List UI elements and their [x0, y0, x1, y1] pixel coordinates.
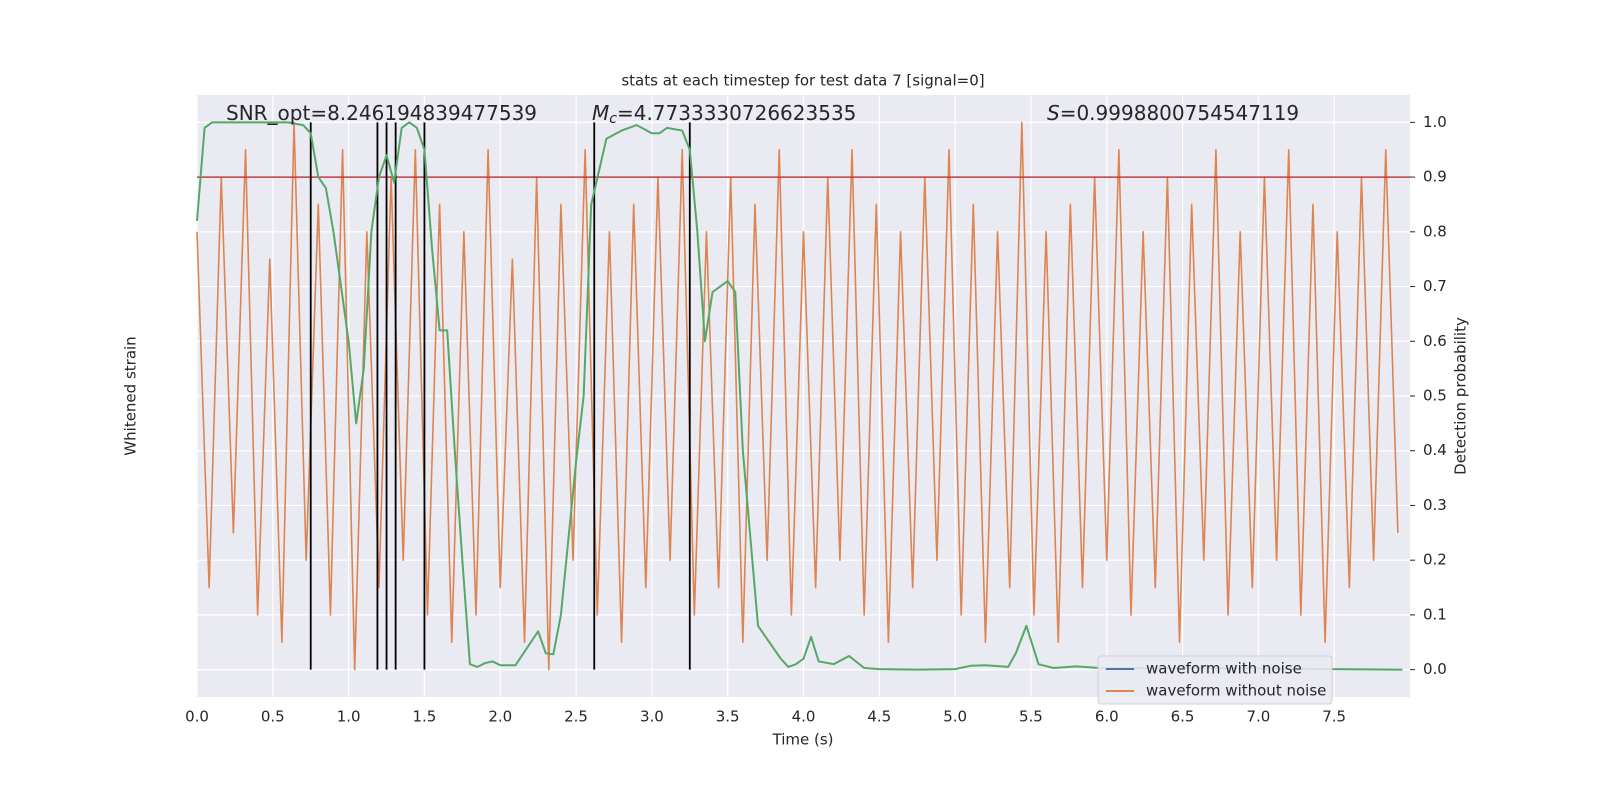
y2-tick-label: 0.7	[1423, 277, 1447, 295]
x-tick-label: 3.5	[716, 708, 740, 726]
annotation-text: SNR_opt=8.246194839477539	[226, 101, 537, 125]
x-tick-label: 7.5	[1322, 708, 1346, 726]
x-tick-label: 2.0	[488, 708, 512, 726]
legend-label: waveform with noise	[1146, 660, 1302, 678]
y2-tick-label: 0.6	[1423, 332, 1447, 350]
y2-tick-label: 0.5	[1423, 387, 1447, 405]
y2-tick-label: 0.0	[1423, 660, 1447, 678]
marks	[196, 121, 1410, 671]
y2-tick-label: 0.2	[1423, 551, 1447, 569]
data-line	[196, 121, 1403, 671]
x-axis-label: Time (s)	[772, 731, 834, 749]
y2-tick-label: 0.9	[1423, 168, 1447, 186]
x-tick-label: 4.5	[867, 708, 891, 726]
annotation: Mc=4.7733330726623535	[592, 101, 856, 128]
y2-tick-label: 0.3	[1423, 496, 1447, 514]
x-tick-label: 5.5	[1019, 708, 1043, 726]
x-tick-label: 6.5	[1171, 708, 1195, 726]
data-line	[196, 121, 1399, 671]
x-tick-label: 7.0	[1246, 708, 1270, 726]
y2-tick-label: 0.4	[1423, 441, 1447, 459]
x-tick-label: 1.5	[413, 708, 437, 726]
y-axis-label: Whitened strain	[122, 336, 140, 455]
chart-title: stats at each timestep for test data 7 […	[621, 72, 984, 90]
x-tick-label: 3.0	[640, 708, 664, 726]
legend-box	[1097, 655, 1333, 705]
x-tick-label: 0.0	[185, 708, 209, 726]
annotation: S=0.9998800754547119	[1047, 101, 1299, 125]
annotation-text: =4.7733330726623535	[617, 101, 856, 125]
annotation-symbol: M	[592, 101, 609, 125]
x-tick-label: 2.5	[564, 708, 588, 726]
x-tick-label: 5.0	[943, 708, 967, 726]
y2-tick-label: 0.1	[1423, 605, 1447, 623]
x-tick-label: 1.0	[337, 708, 361, 726]
annotation-text: =0.9998800754547119	[1060, 101, 1299, 125]
annotation-subscript: c	[609, 111, 617, 127]
legend-label: waveform without noise	[1146, 682, 1326, 700]
y2-axis-label: Detection probability	[1452, 317, 1470, 475]
annotation: SNR_opt=8.246194839477539	[226, 101, 537, 125]
x-tick-label: 6.0	[1095, 708, 1119, 726]
x-tick-label: 0.5	[261, 708, 285, 726]
annotation-symbol: S	[1047, 101, 1060, 125]
labels: 0.0 0.5 1.0 1.5 2.0 2.5 3.0 3.5 4.0 4.5 5.0 5.5 6.0 6…	[185, 101, 1447, 726]
x-tick-label: 4.0	[792, 708, 816, 726]
y2-tick-label: 0.8	[1423, 222, 1447, 240]
y2-tick-label: 1.0	[1423, 113, 1447, 131]
